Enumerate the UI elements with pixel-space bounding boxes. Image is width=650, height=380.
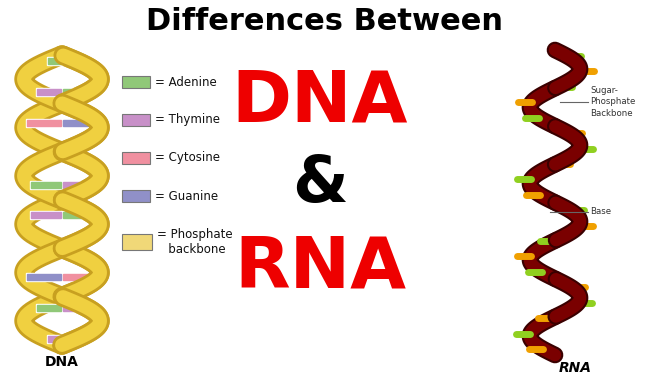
Bar [63, 58, 76, 64]
Bar [31, 182, 61, 188]
Text: = Adenine: = Adenine [155, 76, 216, 89]
Bar [122, 190, 150, 202]
Bar [122, 76, 150, 88]
Bar [122, 114, 150, 126]
Bar [30, 211, 94, 219]
Bar [48, 58, 61, 64]
Bar [30, 180, 94, 188]
Bar [47, 335, 77, 343]
Bar [122, 152, 150, 164]
Text: RNA: RNA [234, 233, 406, 302]
Bar [63, 243, 66, 249]
Bar [63, 212, 93, 218]
Bar [48, 336, 61, 342]
Text: DNA: DNA [45, 355, 79, 369]
Bar [63, 120, 98, 126]
Text: = Guanine: = Guanine [155, 190, 218, 203]
Bar [63, 151, 66, 157]
Bar [63, 305, 86, 311]
Text: DNA: DNA [232, 68, 408, 136]
Bar [47, 57, 77, 65]
Text: Sugar-
Phosphate
Backbone: Sugar- Phosphate Backbone [590, 86, 636, 117]
Bar [58, 243, 61, 249]
Bar [63, 274, 98, 280]
Text: = Cytosine: = Cytosine [155, 152, 220, 165]
Bar [36, 304, 88, 312]
Text: = Phosphate
   backbone: = Phosphate backbone [157, 228, 233, 256]
Bar [63, 336, 76, 342]
Bar [57, 242, 67, 250]
Bar [31, 212, 61, 218]
Bar [122, 234, 152, 250]
Bar [26, 119, 98, 127]
Bar [26, 273, 98, 281]
Bar [57, 150, 67, 158]
Bar [38, 89, 61, 95]
Bar [27, 274, 61, 280]
Bar [58, 151, 61, 157]
Text: = Thymine: = Thymine [155, 114, 220, 127]
Text: &: & [292, 153, 348, 215]
Bar [63, 89, 86, 95]
Text: Base: Base [590, 207, 611, 217]
Bar [63, 182, 93, 188]
Bar [38, 305, 61, 311]
Bar [36, 88, 88, 96]
Bar [27, 120, 61, 126]
Text: Differences Between: Differences Between [146, 8, 504, 36]
Text: RNA: RNA [558, 361, 592, 375]
